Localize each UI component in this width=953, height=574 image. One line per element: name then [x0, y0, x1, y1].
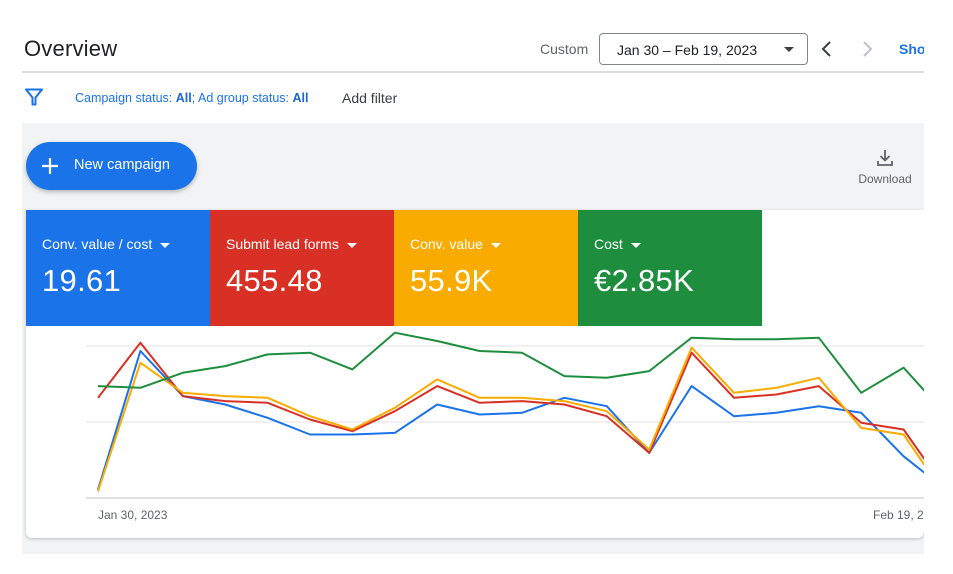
series-layer: [97, 331, 924, 492]
show-more-link[interactable]: Sho: [899, 41, 924, 57]
plus-icon: [42, 158, 58, 174]
dropdown-arrow-icon: [346, 242, 357, 248]
new-campaign-label: New campaign: [74, 157, 170, 173]
chevron-left-icon: [821, 41, 831, 57]
x-tick-label-start: Jan 30, 2023: [98, 508, 168, 522]
performance-chart-card: Conv. value / cost 19.61 Submit lead for…: [26, 210, 924, 538]
date-range-type-label: Custom: [540, 41, 589, 57]
series-line-cost: [97, 331, 924, 394]
download-button[interactable]: Download: [850, 148, 920, 192]
overview-header: Overview Custom Jan 30 – Feb 19, 2023 Sh…: [22, 28, 924, 73]
series-line-conv-value-cost: [97, 350, 924, 490]
overview-content: New campaign Download Conv. value / cost…: [22, 123, 924, 554]
metric-selector[interactable]: Cost: [594, 236, 641, 252]
download-icon: [877, 150, 893, 166]
overview-panel: Overview Custom Jan 30 – Feb 19, 2023 Sh…: [22, 28, 924, 554]
add-filter-button[interactable]: Add filter: [342, 90, 398, 106]
metric-label: Cost: [594, 236, 623, 252]
metric-label: Conv. value: [410, 236, 483, 252]
campaign-status-label: Campaign status:: [75, 91, 176, 105]
metric-selector[interactable]: Conv. value: [410, 236, 501, 252]
metric-value: 55.9K: [410, 263, 493, 298]
date-range-value: Jan 30 – Feb 19, 2023: [617, 42, 758, 58]
metric-card-conv-value[interactable]: Conv. value 55.9K: [394, 210, 578, 326]
metric-selector[interactable]: Submit lead forms: [226, 236, 357, 252]
date-range-picker[interactable]: Jan 30 – Feb 19, 2023: [599, 33, 808, 65]
metric-card-submit-lead-forms[interactable]: Submit lead forms 455.48: [210, 210, 394, 326]
page-title: Overview: [24, 36, 118, 61]
metric-value: €2.85K: [594, 263, 695, 298]
metric-label: Conv. value / cost: [42, 236, 153, 252]
filter-bar: Campaign status: All; Ad group status: A…: [22, 75, 924, 123]
metric-selector[interactable]: Conv. value / cost: [42, 236, 171, 252]
status-filter-chip[interactable]: Campaign status: All; Ad group status: A…: [75, 91, 309, 105]
metric-card-conv-value-per-cost[interactable]: Conv. value / cost 19.61: [26, 210, 210, 326]
dropdown-arrow-icon: [630, 242, 641, 248]
filter-separator: ;: [191, 91, 198, 105]
previous-period-button[interactable]: [816, 37, 838, 61]
metric-card-cost[interactable]: Cost €2.85K: [578, 210, 762, 326]
metric-label: Submit lead forms: [226, 236, 339, 252]
x-tick-label-end: Feb 19, 2023: [873, 508, 924, 522]
download-label: Download: [858, 172, 912, 186]
ad-group-status-label: Ad group status:: [198, 91, 293, 105]
dropdown-arrow-icon: [490, 242, 501, 248]
ad-group-status-value: All: [292, 91, 309, 105]
performance-line-chart: Jan 30, 2023 Feb 19, 2023: [86, 331, 924, 522]
new-campaign-button[interactable]: New campaign: [26, 142, 197, 190]
campaign-status-value: All: [175, 91, 192, 105]
series-line-submit-lead-forms: [97, 341, 924, 461]
filter-icon[interactable]: [25, 88, 43, 106]
dropdown-arrow-icon: [160, 242, 171, 248]
chevron-down-icon: [784, 47, 794, 52]
chevron-right-icon: [863, 41, 873, 57]
series-line-conv-value: [97, 346, 924, 492]
metric-value: 19.61: [42, 263, 122, 298]
metric-value: 455.48: [226, 263, 323, 298]
next-period-button[interactable]: [856, 37, 878, 61]
